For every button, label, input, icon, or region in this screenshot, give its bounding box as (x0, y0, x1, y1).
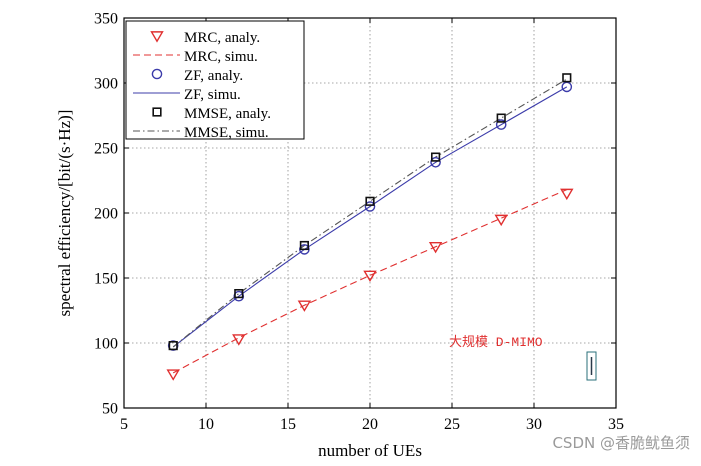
x-tick-label: 20 (362, 416, 378, 433)
legend-label-zf-analy: ZF, analy. (184, 68, 243, 84)
data-point-mrc-analy (560, 188, 574, 201)
data-point-mmse-analy (234, 288, 244, 299)
y-tick-label: 250 (94, 141, 118, 158)
data-point-zf-analy (561, 81, 573, 93)
data-point-mrc-analy (428, 241, 443, 254)
data-point-mrc-analy (363, 270, 377, 283)
series-line-zf-simu (172, 86, 568, 348)
x-tick-label: 5 (120, 416, 128, 433)
y-tick-label: 150 (94, 271, 118, 288)
data-point-mmse-analy (168, 340, 178, 351)
x-tick-label: 35 (608, 416, 624, 433)
legend-label-mrc-analy: MRC, analy. (184, 30, 260, 46)
y-axis-label: spectral efficiency/[bit/(s·Hz)] (55, 110, 74, 317)
legend-label-mmse-analy: MMSE, analy. (184, 106, 271, 122)
annotation-dmimo: 大规模 D-MIMO (449, 335, 543, 350)
x-tick-label: 10 (198, 416, 214, 433)
watermark: CSDN @香脆鱿鱼须 (552, 434, 690, 452)
x-tick-label: 15 (280, 416, 296, 433)
inset-marker (586, 351, 597, 381)
legend-box (125, 20, 305, 140)
data-point-zf-analy (430, 156, 441, 168)
legend-swatch-zf-analy (151, 68, 163, 80)
data-point-mmse-analy (562, 73, 572, 83)
data-point-zf-analy (364, 201, 376, 212)
legend-swatch-mmse-analy (152, 107, 162, 117)
legend-label-zf-simu: ZF, simu. (184, 87, 241, 103)
y-tick-label: 100 (94, 336, 118, 353)
data-point-mrc-analy (166, 369, 180, 381)
data-point-mrc-analy (297, 300, 312, 312)
data-point-mmse-analy (496, 113, 506, 123)
data-point-zf-analy (495, 119, 507, 130)
data-point-mmse-analy (430, 152, 441, 162)
legend-label-mrc-simu: MRC, simu. (184, 49, 258, 65)
data-point-mmse-analy (299, 240, 310, 251)
y-tick-label: 50 (102, 401, 118, 418)
x-tick-label: 30 (526, 416, 542, 433)
legend-swatch-mrc-analy (150, 31, 164, 43)
x-tick-label: 25 (444, 416, 460, 433)
x-axis-label: number of UEs (318, 441, 422, 460)
data-point-mrc-analy (232, 334, 246, 346)
plot-series (166, 73, 574, 381)
legend: MRC, analy. MRC, simu. ZF, analy. ZF, simu.… (125, 20, 305, 141)
y-tick-label: 300 (94, 76, 118, 93)
data-point-mrc-analy (494, 214, 508, 227)
data-point-zf-analy (299, 244, 310, 255)
data-point-mmse-analy (365, 196, 375, 206)
y-tick-label: 200 (94, 206, 118, 223)
legend-label-mmse-simu: MMSE, simu. (184, 125, 269, 141)
y-tick-label: 350 (94, 11, 118, 28)
